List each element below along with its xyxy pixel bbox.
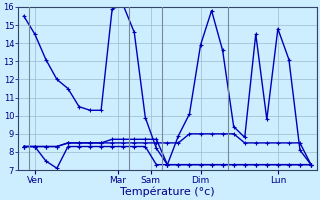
X-axis label: Température (°c): Température (°c) <box>120 186 215 197</box>
